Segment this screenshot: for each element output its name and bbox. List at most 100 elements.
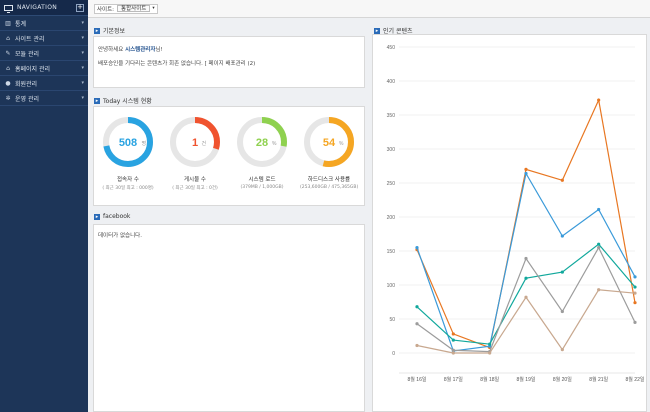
x-tick-label: 8월 20일 (553, 376, 572, 383)
data-point (633, 275, 637, 279)
gauge-label: 게시물 수 (184, 177, 206, 183)
data-point (633, 301, 637, 305)
basic-info-panel: 안녕하세요 시스템관리자님! 배포승인을 기다리는 콘텐츠가 회존 없습니다. … (93, 36, 365, 88)
site-selector[interactable]: 사이트: 통합사이트 ▾ (94, 3, 158, 14)
gauge-ring: 28% (237, 117, 287, 167)
data-point (633, 320, 637, 324)
data-point (415, 322, 419, 326)
data-point (560, 348, 564, 352)
panel-icon: ▸ (94, 97, 100, 104)
sidebar-item-module[interactable]: ✎ 모듈 관리 ▾ (0, 46, 88, 61)
gear-icon: ✲ (5, 94, 11, 102)
sidebar-item-homepage[interactable]: ⌂ 홈페이지 관리 ▾ (0, 61, 88, 76)
site-selector-value[interactable]: 통합사이트 (117, 5, 151, 12)
x-tick-label: 8월 21일 (589, 376, 608, 383)
greeting: 안녕하세요 시스템관리자님! (98, 45, 163, 53)
gauge-0: 508 명 접속자 수 ( 최근 30일 최고 : 000명) (99, 113, 157, 191)
top-bar: 사이트: 통합사이트 ▾ (88, 0, 650, 18)
data-point (451, 332, 455, 336)
gauge-subtext: (253,600GB / 475,365GB) (300, 185, 359, 190)
gauge-subtext: (379MB / 1,000GB) (240, 185, 284, 190)
gauge-arc (103, 117, 153, 167)
chevron-down-icon: ▾ (81, 35, 84, 41)
data-point (560, 270, 564, 274)
panel-icon: ▸ (94, 213, 100, 220)
data-point (415, 305, 419, 309)
user-icon: ● (5, 79, 11, 87)
data-point (488, 351, 492, 355)
data-point (524, 295, 528, 299)
data-point (597, 207, 601, 212)
home-icon: ⌂ (6, 64, 10, 72)
facebook-empty-text: 데이터가 없습니다. (98, 233, 142, 239)
series-line (416, 98, 636, 349)
y-tick-label: 450 (387, 45, 396, 51)
data-point (415, 246, 419, 250)
today-panel: 508 명 접속자 수 ( 최근 30일 최고 : 000명) 1 건 게시물 수 ( 최근 … (93, 106, 365, 206)
y-tick-label: 250 (387, 181, 396, 187)
x-tick-label: 8월 16일 (408, 376, 427, 383)
deploy-notice[interactable]: 배포승인을 기다리는 콘텐츠가 회존 없습니다. [ 페이지 배포관리 (2) (98, 61, 256, 67)
edit-icon: ✎ (5, 49, 11, 57)
data-point (597, 288, 601, 292)
sidebar-item-site[interactable]: ⌂ 사이트 관리 ▾ (0, 31, 88, 46)
chevron-down-icon: ▾ (81, 65, 84, 71)
chevron-down-icon[interactable]: ▾ (152, 6, 155, 11)
facebook-heading: ▸ facebook (94, 213, 130, 220)
y-tick-label: 50 (389, 317, 395, 323)
data-point (597, 246, 601, 250)
sidebar-item-label: 모듈 관리 (15, 50, 39, 58)
chevron-down-icon: ▾ (81, 95, 84, 101)
y-tick-label: 0 (392, 351, 395, 357)
gauge-unit: 건 (202, 140, 207, 147)
y-tick-label: 200 (387, 215, 396, 221)
data-point (597, 98, 601, 102)
gauge-subtext: ( 최근 30일 최고 : 0건) (172, 186, 218, 191)
gauge-arc (304, 117, 354, 167)
y-tick-label: 300 (387, 147, 396, 153)
popular-chart-panel: 0 50 100 150 200 250 300 350 400 450 8월 16일 8월 17일 8… (372, 34, 647, 412)
gauge-3: 54% 하드디스크 사용률 (253,600GB / 475,365GB) (300, 113, 358, 190)
gauge-1: 1 건 게시물 수 ( 최근 30일 최고 : 0건) (166, 113, 224, 191)
nav-title: NAVIGATION (17, 4, 58, 11)
sidebar-item-label: 사이트 관리 (15, 35, 45, 43)
gauge-label: 접속자 수 (117, 177, 139, 183)
x-tick-label: 8월 18일 (480, 376, 499, 383)
gauge-2: 28% 시스템 로드 (379MB / 1,000GB) (233, 113, 291, 190)
data-point (524, 256, 528, 261)
x-tick-label: 8월 22일 (626, 376, 645, 383)
sidebar-item-operation[interactable]: ✲ 운영 관리 ▾ (0, 91, 88, 106)
data-point (451, 348, 455, 352)
series-line (416, 289, 636, 354)
user-name: 시스템관리자 (125, 47, 156, 53)
greeting-prefix: 안녕하세요 (98, 47, 126, 53)
gauge-label: 시스템 로드 (248, 177, 276, 183)
facebook-panel: 데이터가 없습니다. (93, 224, 365, 412)
y-tick-label: 100 (387, 283, 396, 289)
x-tick-label: 8월 17일 (444, 376, 463, 383)
data-point (524, 276, 528, 280)
data-point (451, 351, 455, 355)
sidebar-item-stats[interactable]: ▥ 통계 ▾ (0, 16, 88, 31)
gauge-subtext: ( 최근 30일 최고 : 000명) (102, 186, 154, 191)
home-icon: ⌂ (6, 34, 10, 42)
chevron-down-icon: ▾ (81, 80, 84, 86)
y-tick-label: 150 (387, 249, 396, 255)
popular-title: 인기 콘텐츠 (383, 28, 413, 35)
gauge-value: 54 (323, 137, 336, 149)
data-point (633, 291, 637, 295)
basic-info-title: 기본정보 (103, 28, 126, 35)
data-point (415, 343, 419, 348)
gauge-label: 하드디스크 사용률 (307, 177, 351, 183)
expand-icon[interactable]: + (76, 3, 84, 12)
popular-line-chart: 0 50 100 150 200 250 300 350 400 450 8월 16일 8월 17일 8… (387, 45, 645, 383)
sidebar-item-members[interactable]: ● 회원관리 ▾ (0, 76, 88, 91)
data-point (451, 338, 455, 342)
gauge-unit: 명 (142, 140, 147, 147)
today-title: Today 시스템 현황 (103, 98, 152, 105)
data-point (560, 234, 564, 238)
data-point (524, 171, 528, 176)
y-tick-label: 350 (387, 113, 396, 119)
panel-icon: ▸ (374, 27, 380, 34)
basic-info-heading: ▸ 기본정보 (94, 26, 125, 35)
